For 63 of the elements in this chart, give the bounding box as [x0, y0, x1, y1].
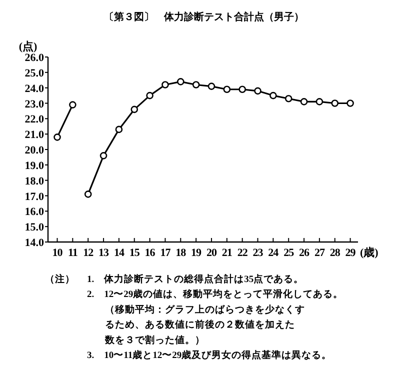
x-tick-label: 25: [284, 247, 295, 259]
point: [54, 134, 61, 141]
x-tick-label: 18: [176, 247, 187, 259]
text: 1. 体力診断テストの総得点合計は35点である。: [87, 273, 304, 285]
y-tick-label: 15.0: [24, 222, 44, 234]
point: [254, 87, 262, 95]
y-tick-label: 23.0: [24, 98, 44, 110]
x-tick-label: 14: [114, 247, 125, 259]
point: [346, 100, 354, 107]
text: 3. 10〜11歳と12〜29歳及び男女の得点基準は異なる。: [87, 349, 332, 361]
point: [316, 98, 324, 106]
point: [223, 86, 231, 94]
text: るため、ある数値に前後の２数値を加えた: [105, 318, 295, 331]
x-tick-label: 12: [83, 247, 94, 259]
y-tick-label: 22.0: [24, 114, 44, 126]
point: [331, 100, 339, 107]
text: （注）: [45, 273, 75, 285]
x-tick-label: 21: [222, 247, 232, 259]
x-tick-label: 20: [206, 247, 218, 259]
text: 数を３で割った値。）: [104, 334, 205, 346]
x-tick-label: 26: [299, 247, 310, 259]
point: [270, 92, 277, 100]
y-tick-label: 17.0: [24, 190, 44, 203]
point: [84, 190, 92, 198]
point: [300, 98, 308, 106]
y-tick-label: 14.0: [24, 237, 44, 249]
chart-title: 〔第３図〕 体力診断テスト合計点（男子）: [104, 11, 304, 23]
x-tick-label: 24: [268, 247, 280, 259]
y-axis-title: (点): [18, 40, 38, 53]
x-tick-label: 19: [191, 247, 202, 259]
point: [100, 152, 108, 160]
x-tick-label: 10: [52, 247, 64, 259]
point: [162, 81, 169, 88]
text: 2. 12〜29歳の値は、移動平均をとって平滑化してある。: [87, 288, 344, 300]
point: [208, 82, 216, 90]
x-axis-title: (歳): [360, 246, 379, 259]
y-tick-label: 25.0: [24, 67, 44, 80]
point: [238, 86, 246, 94]
y-tick-label: 24.0: [24, 82, 44, 95]
point: [192, 81, 200, 88]
text: （移動平均：グラフ上のばらつきを少なくす: [105, 303, 305, 316]
y-tick-label: 19.0: [24, 160, 44, 172]
point: [146, 92, 154, 100]
y-tick-label: 18.0: [24, 175, 44, 188]
x-tick-label: 23: [252, 247, 264, 259]
y-tick-label: 21.0: [24, 129, 44, 142]
x-tick-label: 16: [144, 247, 156, 259]
point: [69, 101, 76, 108]
x-tick-label: 22: [237, 247, 248, 259]
point: [284, 94, 292, 102]
point: [176, 78, 184, 86]
x-tick-label: 13: [98, 247, 110, 259]
x-tick-label: 29: [345, 247, 356, 259]
x-tick-label: 28: [330, 247, 341, 259]
x-tick-label: 27: [314, 247, 326, 259]
x-tick-label: 17: [160, 247, 172, 259]
x-tick-label: 11: [68, 247, 78, 259]
y-tick-label: 20.0: [24, 144, 44, 156]
point: [115, 126, 123, 134]
y-tick-label: 16.0: [24, 206, 44, 218]
x-tick-label: 15: [129, 247, 140, 259]
y-tick-label: 26.0: [24, 52, 44, 64]
point: [130, 106, 138, 114]
